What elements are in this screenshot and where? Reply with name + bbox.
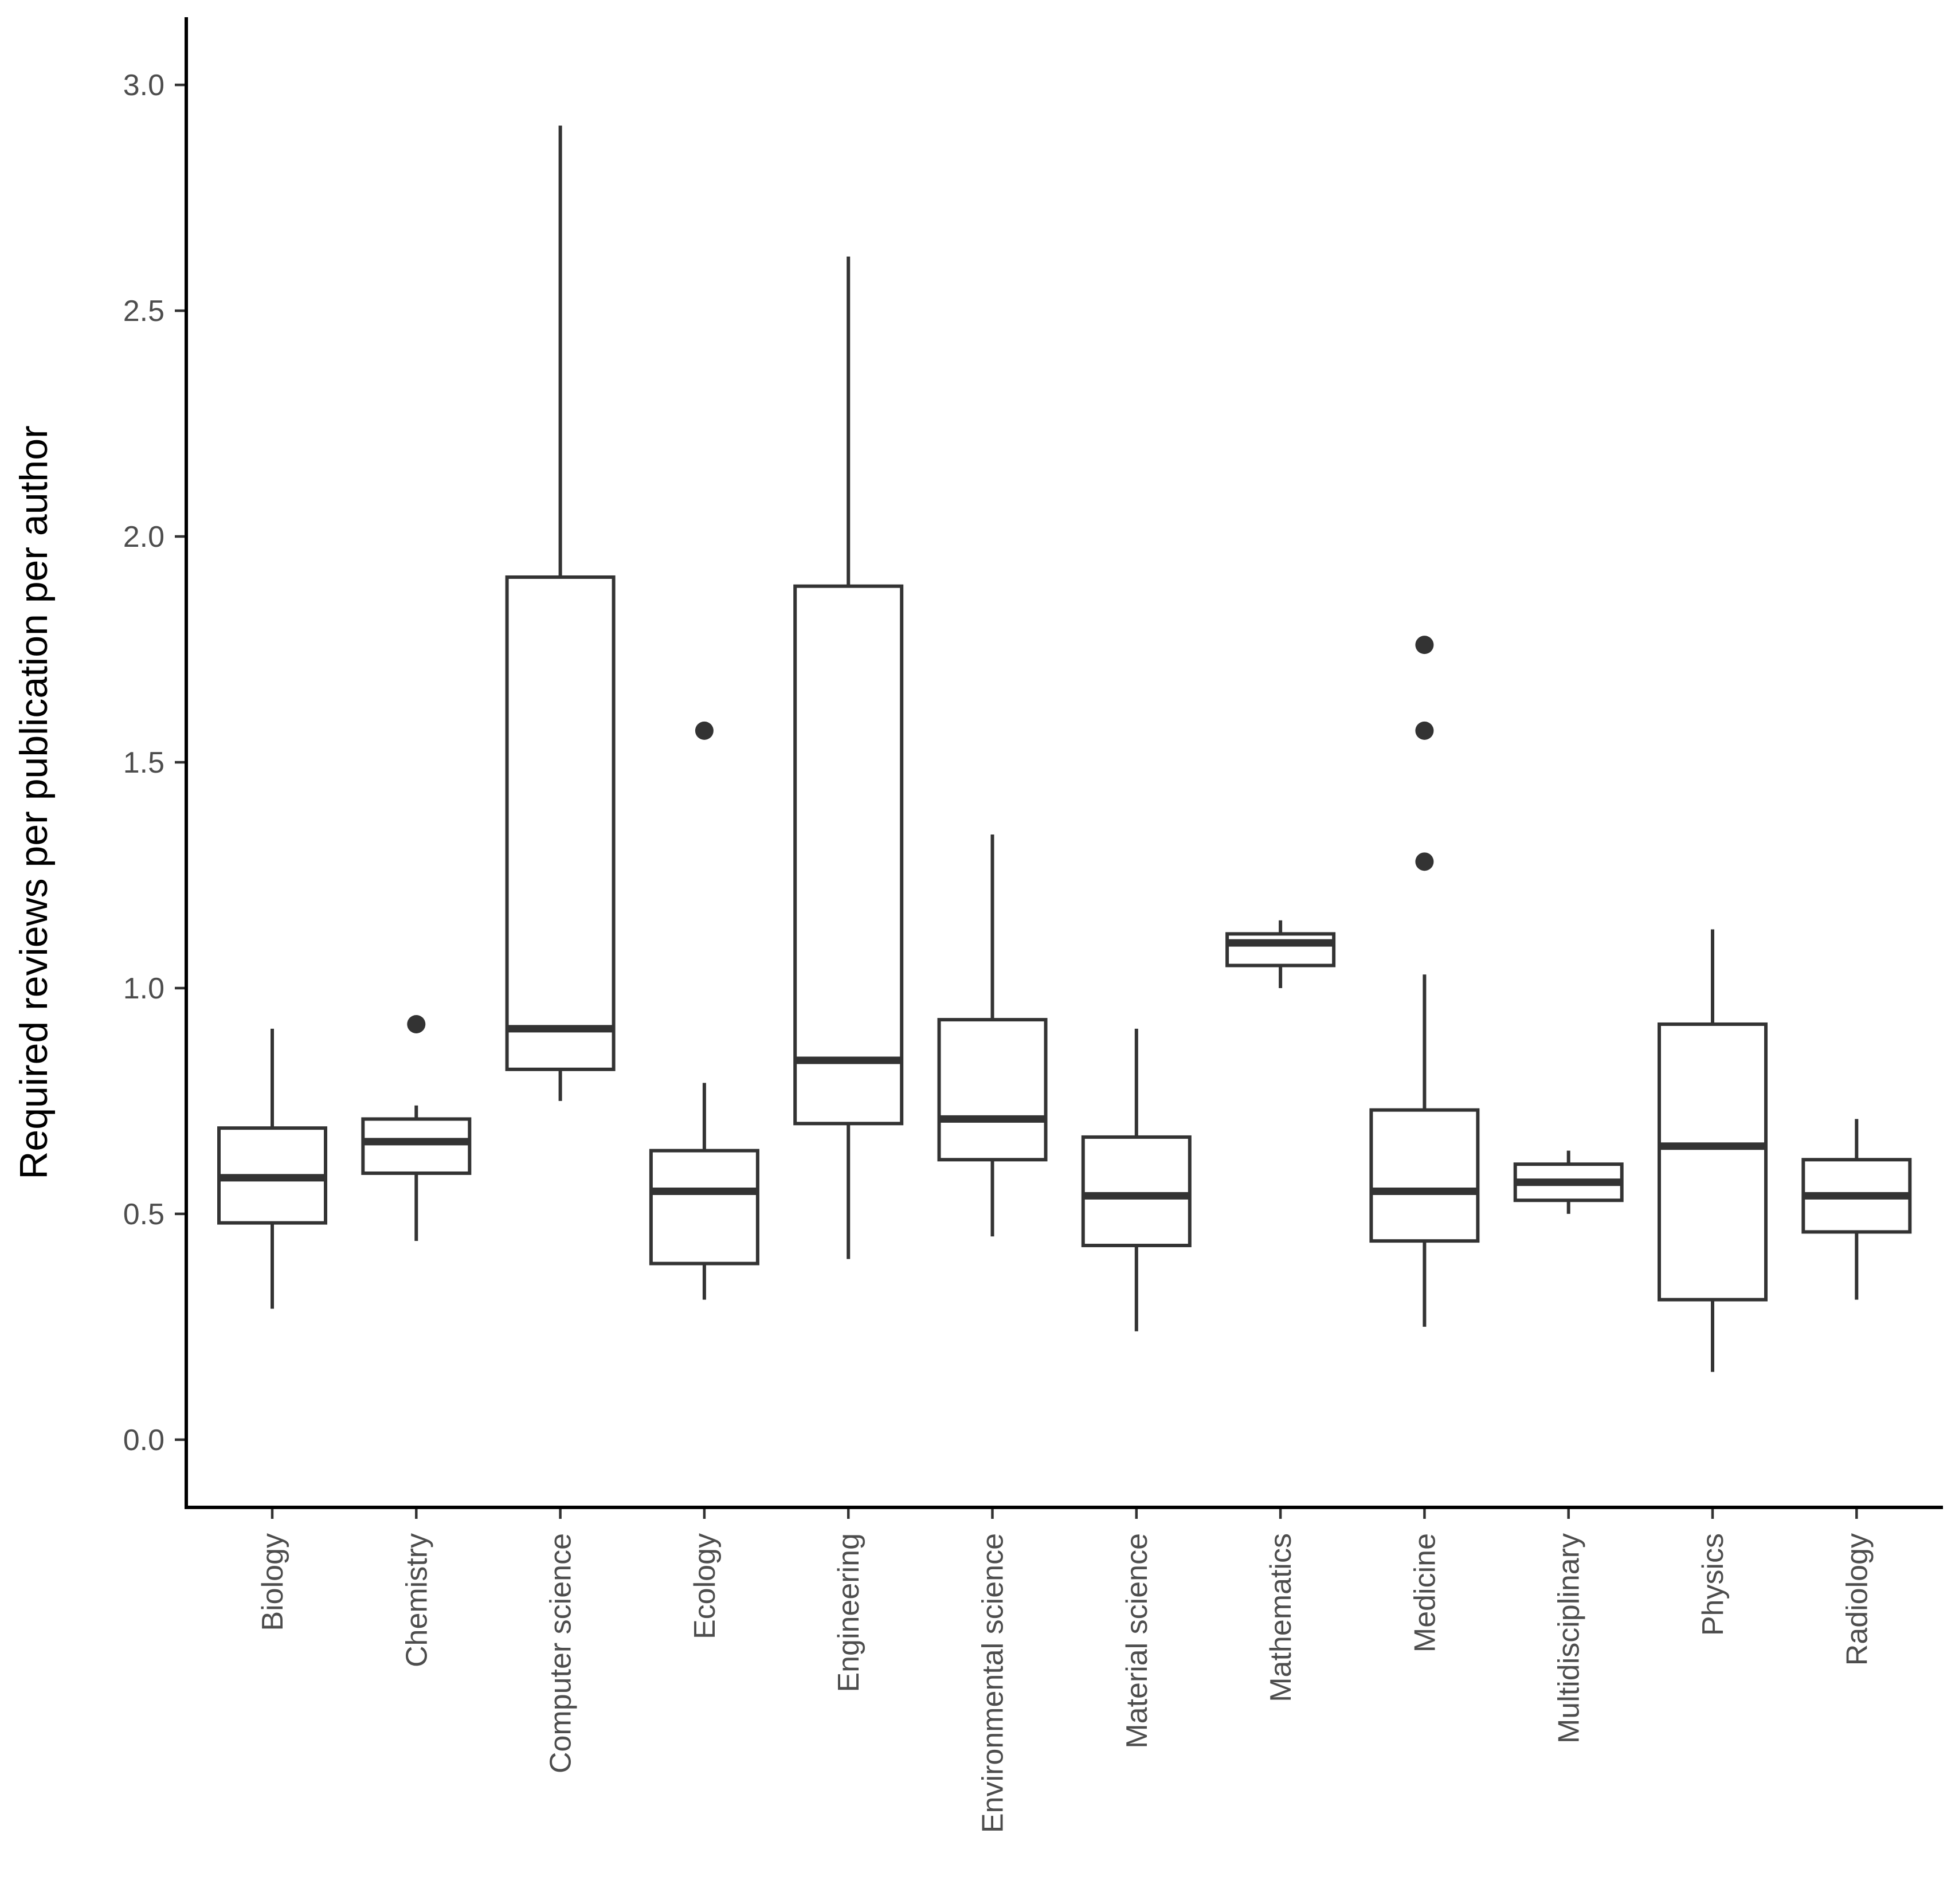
box-chemistry	[361, 1014, 472, 1241]
iqr-box	[1658, 1022, 1768, 1302]
x-tick-label-computer-science: Computer science	[544, 1533, 578, 1773]
x-tick-label-ecology: Ecology	[688, 1533, 722, 1639]
x-tick-label-multidisciplinary: Multidisciplinary	[1553, 1533, 1586, 1744]
outlier-point	[407, 1014, 426, 1033]
y-tick-label: 2.5	[123, 295, 164, 328]
x-tick-label-medicine: Medicine	[1408, 1533, 1441, 1652]
iqr-box	[1225, 932, 1336, 967]
y-tick-label: 1.0	[123, 972, 164, 1005]
x-tick-label-chemistry: Chemistry	[400, 1533, 433, 1667]
x-tick-label-radiology: Radiology	[1840, 1533, 1874, 1666]
iqr-box	[1369, 1108, 1480, 1243]
iqr-box	[649, 1149, 759, 1266]
outlier-point	[695, 721, 714, 740]
iqr-box	[1081, 1135, 1192, 1248]
y-tick-label: 0.5	[123, 1198, 164, 1231]
y-axis-ticks: 0.0 0.5 1.0 1.5 2.0 2.5 3.0	[123, 69, 186, 1457]
box-ecology	[649, 721, 759, 1300]
box-computer-science	[505, 126, 616, 1101]
x-tick-label-mathematics: Mathematics	[1264, 1533, 1298, 1702]
x-tick-label-environmental-science: Environmental science	[977, 1533, 1010, 1833]
iqr-box	[793, 584, 904, 1126]
outlier-point	[1415, 721, 1434, 740]
box-radiology	[1801, 1119, 1912, 1300]
box-multidisciplinary	[1513, 1150, 1624, 1214]
y-axis-title: Required reviews per publication per aut…	[12, 425, 56, 1179]
box-biology	[217, 1028, 327, 1309]
box-engineering	[793, 256, 904, 1259]
iqr-box	[505, 575, 616, 1071]
y-tick-label: 0.0	[123, 1424, 164, 1457]
x-axis-ticks: Biology Chemistry Computer science Ecology E…	[256, 1507, 1874, 1833]
x-tick-label-physics: Physics	[1697, 1533, 1730, 1636]
box-environmental-science	[937, 835, 1048, 1237]
box-mathematics	[1225, 920, 1336, 988]
box-series	[217, 126, 1912, 1372]
x-tick-label-material-science: Material science	[1120, 1533, 1154, 1749]
iqr-box	[361, 1117, 472, 1175]
y-tick-label: 3.0	[123, 69, 164, 102]
box-material-science	[1081, 1028, 1192, 1331]
box-physics	[1658, 929, 1768, 1372]
y-tick-label: 2.0	[123, 520, 164, 554]
x-tick-label-engineering: Engineering	[832, 1533, 865, 1693]
outlier-point	[1415, 852, 1434, 871]
y-tick-label: 1.5	[123, 746, 164, 779]
box-medicine	[1369, 636, 1480, 1327]
x-tick-label-biology: Biology	[256, 1533, 289, 1631]
outlier-point	[1415, 636, 1434, 655]
iqr-box	[937, 1018, 1048, 1162]
